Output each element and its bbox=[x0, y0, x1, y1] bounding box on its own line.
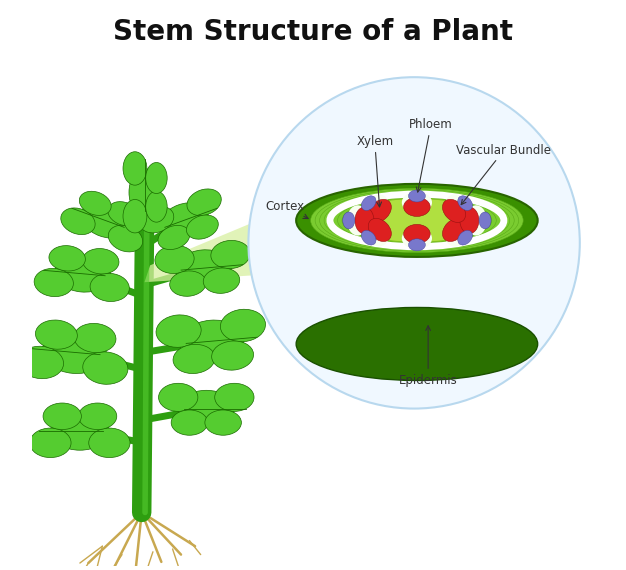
Ellipse shape bbox=[171, 410, 208, 435]
Ellipse shape bbox=[90, 273, 130, 302]
Ellipse shape bbox=[187, 189, 221, 215]
Ellipse shape bbox=[296, 184, 538, 257]
Circle shape bbox=[249, 77, 580, 409]
Ellipse shape bbox=[465, 205, 487, 235]
Ellipse shape bbox=[203, 268, 240, 294]
Text: Phloem: Phloem bbox=[409, 119, 453, 192]
Ellipse shape bbox=[362, 194, 388, 221]
Ellipse shape bbox=[180, 320, 244, 363]
Ellipse shape bbox=[160, 203, 208, 238]
Ellipse shape bbox=[78, 403, 117, 430]
Ellipse shape bbox=[129, 169, 160, 216]
Ellipse shape bbox=[408, 239, 425, 251]
Ellipse shape bbox=[156, 315, 201, 347]
Ellipse shape bbox=[205, 410, 242, 435]
Text: Stem Structure of a Plant: Stem Structure of a Plant bbox=[113, 18, 513, 46]
Ellipse shape bbox=[446, 220, 472, 246]
Ellipse shape bbox=[344, 198, 490, 242]
Ellipse shape bbox=[443, 218, 466, 242]
Ellipse shape bbox=[342, 212, 355, 229]
Ellipse shape bbox=[123, 152, 147, 185]
Ellipse shape bbox=[49, 246, 85, 271]
Ellipse shape bbox=[402, 192, 432, 214]
Ellipse shape bbox=[43, 403, 81, 430]
Ellipse shape bbox=[211, 241, 250, 268]
Ellipse shape bbox=[158, 225, 190, 250]
Ellipse shape bbox=[89, 428, 130, 458]
Ellipse shape bbox=[446, 194, 472, 221]
Ellipse shape bbox=[83, 249, 119, 274]
Ellipse shape bbox=[108, 225, 143, 252]
Ellipse shape bbox=[34, 268, 73, 296]
Ellipse shape bbox=[18, 346, 64, 378]
Ellipse shape bbox=[368, 218, 391, 242]
Ellipse shape bbox=[361, 196, 376, 210]
Ellipse shape bbox=[140, 206, 174, 233]
Ellipse shape bbox=[368, 200, 391, 222]
Ellipse shape bbox=[404, 197, 430, 217]
Text: Vascular Bundle: Vascular Bundle bbox=[456, 144, 552, 205]
Ellipse shape bbox=[170, 271, 206, 296]
Ellipse shape bbox=[146, 191, 167, 222]
Ellipse shape bbox=[158, 383, 198, 412]
Ellipse shape bbox=[54, 255, 111, 292]
Ellipse shape bbox=[362, 220, 388, 246]
Ellipse shape bbox=[310, 188, 523, 253]
Ellipse shape bbox=[123, 200, 147, 233]
Ellipse shape bbox=[61, 208, 95, 235]
Ellipse shape bbox=[458, 230, 473, 245]
Ellipse shape bbox=[212, 341, 254, 370]
Ellipse shape bbox=[81, 203, 130, 238]
Ellipse shape bbox=[175, 250, 232, 287]
Ellipse shape bbox=[108, 202, 140, 226]
Ellipse shape bbox=[296, 307, 538, 381]
Ellipse shape bbox=[402, 227, 432, 249]
Ellipse shape bbox=[460, 207, 479, 234]
Ellipse shape bbox=[178, 390, 234, 427]
Ellipse shape bbox=[404, 225, 430, 243]
Ellipse shape bbox=[80, 192, 111, 215]
Ellipse shape bbox=[479, 212, 491, 229]
Ellipse shape bbox=[51, 412, 110, 450]
Ellipse shape bbox=[347, 205, 369, 235]
Polygon shape bbox=[145, 212, 278, 282]
Text: Cortex: Cortex bbox=[265, 200, 308, 218]
Ellipse shape bbox=[42, 331, 106, 373]
Ellipse shape bbox=[443, 200, 466, 222]
Ellipse shape bbox=[355, 207, 374, 234]
Ellipse shape bbox=[146, 162, 167, 194]
Ellipse shape bbox=[36, 320, 78, 349]
Ellipse shape bbox=[30, 428, 71, 458]
Ellipse shape bbox=[74, 323, 116, 353]
Ellipse shape bbox=[83, 352, 128, 384]
Ellipse shape bbox=[220, 310, 265, 341]
Text: Xylem: Xylem bbox=[356, 135, 393, 207]
Ellipse shape bbox=[361, 230, 376, 245]
Ellipse shape bbox=[155, 245, 194, 274]
Ellipse shape bbox=[215, 383, 254, 412]
Ellipse shape bbox=[408, 190, 425, 202]
Text: Epidermis: Epidermis bbox=[399, 325, 458, 387]
Ellipse shape bbox=[187, 215, 218, 239]
Ellipse shape bbox=[173, 344, 215, 373]
Ellipse shape bbox=[458, 196, 473, 210]
